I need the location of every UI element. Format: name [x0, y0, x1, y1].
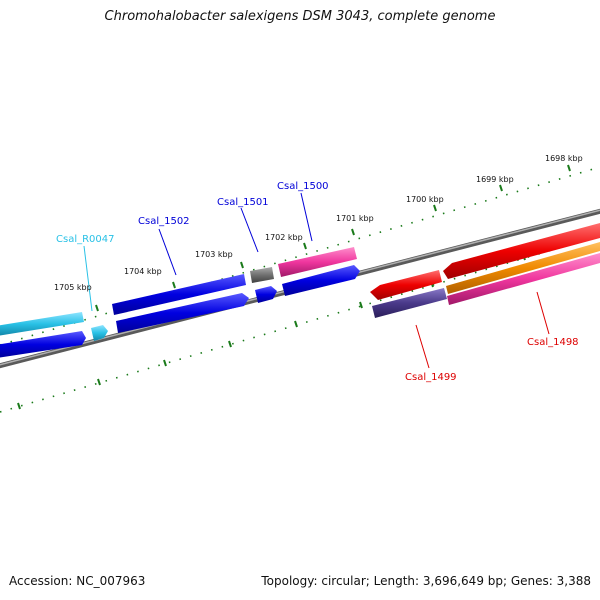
genome-summary-text: Topology: circular; Length: 3,696,649 bp… [261, 574, 591, 588]
tick-label: 1698 kbp [545, 154, 583, 163]
feature-pink-1498[interactable] [447, 253, 600, 305]
feature-blue-left[interactable] [0, 331, 86, 358]
gene-label[interactable]: Csal_1499 [405, 372, 457, 383]
label-leaders [83, 192, 550, 369]
feature-blue-1502-lower[interactable] [116, 293, 249, 333]
forward-strand-features [0, 223, 600, 336]
feature-orange-1498[interactable] [446, 242, 600, 294]
second-row-features [0, 242, 600, 358]
gene-csal-1501-grey-bar[interactable] [250, 267, 274, 283]
gene-csal-1498-red-bar[interactable] [443, 223, 600, 279]
tick-label: 1704 kbp [124, 267, 162, 276]
gene-label[interactable]: Csal_1501 [217, 197, 269, 208]
feature-cyan-small[interactable] [91, 325, 108, 341]
gene-csal-1502-bar-top[interactable] [112, 274, 246, 315]
outer-major-ticks [95, 164, 571, 312]
gene-label[interactable]: Csal_1502 [138, 216, 190, 227]
feature-blue-1500-lower[interactable] [282, 265, 360, 296]
map-title: Chromohalobacter salexigens DSM 3043, co… [104, 9, 496, 24]
tick-label: 1701 kbp [336, 214, 374, 223]
gene-label[interactable]: Csal_R0047 [56, 234, 115, 245]
gene-label[interactable]: Csal_1498 [527, 337, 579, 348]
gene-csal-1499-red-arrow[interactable] [370, 270, 442, 300]
gene-csal-1500-pink-bar[interactable] [278, 247, 357, 277]
feature-blue-1501-lower[interactable] [255, 286, 277, 303]
accession-text: Accession: NC_007963 [9, 574, 146, 588]
tick-label: 1703 kbp [195, 250, 233, 259]
feature-navy-1499[interactable] [372, 288, 447, 318]
gene-csal-r0047-bar[interactable] [0, 312, 84, 336]
tick-label: 1699 kbp [476, 175, 514, 184]
tick-label: 1705 kbp [54, 283, 92, 292]
tick-label: 1700 kbp [406, 195, 444, 204]
tick-label: 1702 kbp [265, 233, 303, 242]
gene-label[interactable]: Csal_1500 [277, 181, 329, 192]
